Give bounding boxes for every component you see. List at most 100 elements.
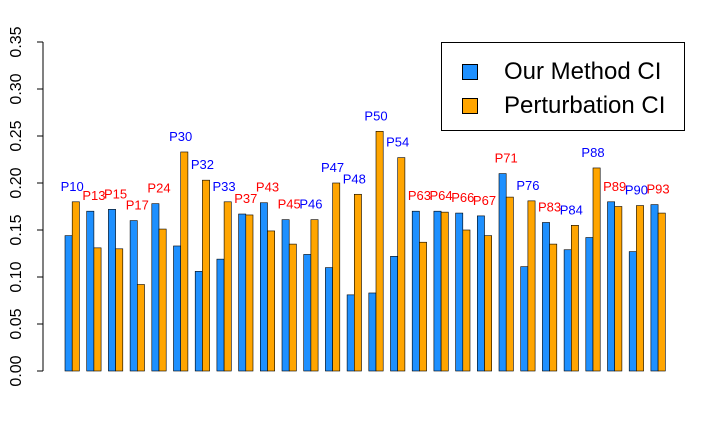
bar-perturbation: [397, 157, 406, 372]
bar-perturbation: [180, 151, 189, 372]
bar-perturbation: [440, 211, 449, 372]
bar-perturbation: [375, 131, 384, 372]
category-label: P24: [147, 181, 170, 196]
category-label: P13: [82, 188, 105, 203]
bar-perturbation: [527, 200, 536, 372]
y-tick-label: 0.25: [8, 120, 25, 151]
category-label: P83: [538, 199, 561, 214]
bar-our-method: [628, 251, 637, 372]
bar-perturbation: [570, 225, 579, 372]
bar-our-method: [476, 215, 485, 372]
bars: [64, 131, 666, 372]
bar-our-method: [433, 210, 442, 372]
bar-our-method: [86, 210, 95, 372]
bar-our-method: [325, 267, 333, 372]
bar-perturbation: [419, 241, 427, 372]
bar-perturbation: [202, 179, 210, 372]
category-label: P50: [364, 108, 387, 123]
category-label: P93: [647, 182, 670, 197]
bar-perturbation: [137, 284, 145, 372]
category-label: P37: [234, 191, 257, 206]
bar-our-method: [520, 266, 529, 372]
category-label: P64: [430, 188, 453, 203]
bar-perturbation: [223, 201, 232, 372]
category-label: P17: [126, 198, 149, 213]
bar-our-method: [108, 209, 116, 372]
bar-perturbation: [484, 235, 492, 372]
legend-swatch-our-method: [462, 64, 478, 80]
bar-perturbation: [245, 214, 254, 372]
bar-our-method: [650, 204, 659, 372]
category-label: P63: [408, 188, 431, 203]
bar-perturbation: [505, 196, 514, 372]
bar-our-method: [498, 173, 507, 372]
y-tick-label: 0.35: [8, 26, 25, 57]
bar-our-method: [216, 258, 225, 372]
bar-perturbation: [657, 212, 666, 372]
bar-our-method: [368, 292, 377, 372]
category-label: P30: [169, 129, 192, 144]
bar-our-method: [411, 210, 420, 372]
legend-label-our-method: Our Method CI: [504, 58, 662, 85]
y-tick-label: 0.00: [8, 355, 25, 386]
bar-perturbation: [115, 248, 124, 372]
bar-our-method: [173, 245, 181, 372]
y-axis: 0.00 0.05 0.10 0.15 0.20 0.25 0.30 0.35: [8, 26, 44, 387]
bar-our-method: [194, 271, 203, 372]
category-label: P48: [343, 171, 366, 186]
bar-our-method: [303, 254, 312, 372]
category-label: P89: [603, 179, 626, 194]
legend-item-perturbation: Perturbation CI: [462, 94, 665, 118]
category-label: P90: [625, 183, 648, 198]
bar-perturbation: [353, 193, 362, 372]
category-label: P66: [451, 190, 474, 205]
category-label: P33: [213, 179, 236, 194]
category-label: P45: [278, 197, 301, 212]
bar-our-method: [238, 213, 247, 372]
category-label: P67: [473, 193, 496, 208]
legend-swatch-perturbation: [462, 98, 478, 114]
bar-our-method: [346, 294, 355, 372]
y-tick-label: 0.10: [8, 261, 25, 292]
category-labels: P10P13P15P17P24P30P32P33P37P43P45P46P47P…: [61, 108, 670, 217]
bar-our-method: [585, 237, 594, 372]
bar-our-method: [563, 249, 572, 372]
y-tick-label: 0.05: [8, 308, 25, 339]
category-label: P84: [560, 202, 583, 217]
category-label: P32: [191, 157, 214, 172]
category-label: P10: [61, 179, 84, 194]
bar-our-method: [281, 219, 290, 372]
y-tick-label: 0.30: [8, 73, 25, 104]
category-label: P54: [386, 135, 409, 150]
bar-our-method: [390, 256, 398, 372]
bar-our-method: [129, 220, 138, 372]
bar-our-method: [64, 235, 73, 372]
category-label: P15: [104, 186, 127, 201]
bar-perturbation: [158, 228, 167, 372]
bar-perturbation: [288, 243, 297, 372]
y-tick-label: 0.15: [8, 214, 25, 245]
category-label: P46: [299, 197, 322, 212]
bar-perturbation: [310, 219, 319, 372]
category-label: P43: [256, 180, 279, 195]
legend-item-our-method: Our Method CI: [462, 60, 661, 84]
category-label: P47: [321, 160, 344, 175]
bar-our-method: [151, 203, 160, 372]
bar-perturbation: [267, 230, 275, 372]
bar-perturbation: [636, 205, 644, 372]
bar-perturbation: [549, 243, 558, 372]
legend-label-perturbation: Perturbation CI: [504, 92, 666, 119]
bar-our-method: [607, 201, 615, 372]
bar-perturbation: [592, 167, 601, 372]
bar-our-method: [542, 222, 550, 372]
bar-perturbation: [332, 182, 341, 372]
category-label: P76: [516, 178, 539, 193]
bar-perturbation: [462, 229, 471, 372]
y-tick-label: 0.20: [8, 167, 25, 198]
category-label: P88: [581, 145, 604, 160]
bar-perturbation: [614, 206, 623, 372]
legend: Our Method CI Perturbation CI: [441, 42, 685, 131]
bar-perturbation: [71, 201, 80, 372]
category-label: P71: [495, 151, 518, 166]
